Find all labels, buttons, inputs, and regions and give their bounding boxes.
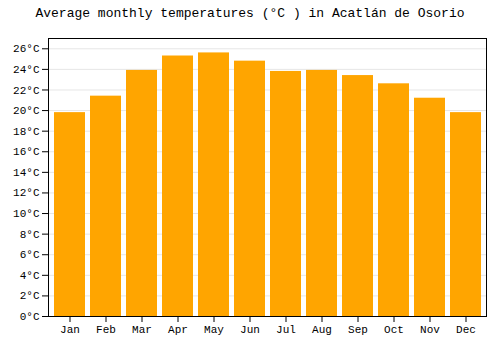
svg-text:Aug: Aug: [312, 324, 332, 336]
svg-text:26°C: 26°C: [13, 43, 40, 55]
svg-text:16°C: 16°C: [13, 146, 40, 158]
svg-text:Dec: Dec: [456, 324, 476, 336]
svg-text:Jul: Jul: [276, 324, 296, 336]
svg-text:Jun: Jun: [240, 324, 260, 336]
svg-text:6°C: 6°C: [20, 249, 40, 261]
svg-text:0°C: 0°C: [20, 311, 40, 323]
svg-text:Nov: Nov: [420, 324, 440, 336]
svg-text:4°C: 4°C: [20, 270, 40, 282]
html-text:Average monthly temperatures (: Average monthly temperatures (°C ) in Ac…: [35, 6, 465, 21]
svg-text:20°C: 20°C: [13, 105, 40, 117]
svg-text:Oct: Oct: [384, 324, 404, 336]
svg-text:Jan: Jan: [60, 324, 80, 336]
svg-text:10°C: 10°C: [13, 208, 40, 220]
svg-text:22°C: 22°C: [13, 85, 40, 97]
svg-text:18°C: 18°C: [13, 126, 40, 138]
svg-text:8°C: 8°C: [20, 229, 40, 241]
svg-text:14°C: 14°C: [13, 167, 40, 179]
svg-text:Feb: Feb: [96, 324, 116, 336]
svg-text:24°C: 24°C: [13, 64, 40, 76]
svg-text:Sep: Sep: [348, 324, 368, 336]
svg-text:Apr: Apr: [168, 324, 188, 336]
svg-text:12°C: 12°C: [13, 187, 40, 199]
svg-text:2°C: 2°C: [20, 290, 40, 302]
svg-text:Mar: Mar: [132, 324, 152, 336]
svg-text:May: May: [204, 324, 224, 336]
